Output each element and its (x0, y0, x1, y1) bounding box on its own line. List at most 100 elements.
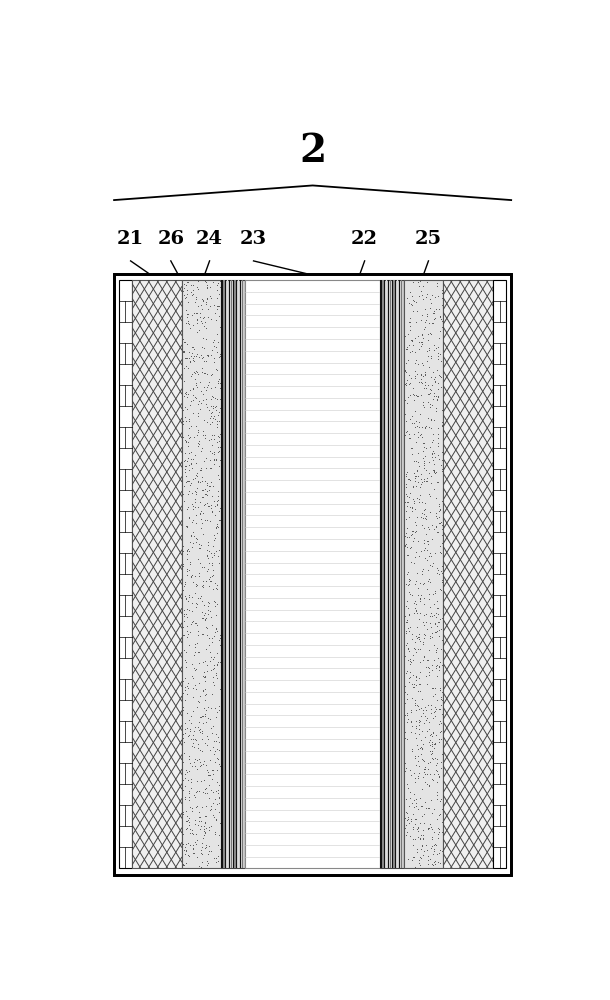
Point (198, 835, 207, 851)
Point (423, 332, 432, 348)
Point (212, 854, 221, 870)
Point (196, 773, 206, 789)
Point (207, 290, 217, 306)
Point (420, 510, 429, 526)
Point (433, 766, 443, 782)
Point (417, 850, 426, 866)
Point (178, 836, 187, 852)
Point (428, 680, 437, 696)
Point (200, 681, 210, 697)
Point (192, 798, 202, 814)
Point (200, 669, 210, 685)
Point (414, 765, 423, 781)
Point (422, 289, 431, 305)
Point (419, 590, 429, 606)
Point (182, 678, 192, 694)
Point (194, 751, 204, 767)
Point (202, 542, 212, 558)
Point (190, 294, 200, 310)
Point (186, 616, 196, 632)
Point (437, 527, 447, 543)
Point (430, 310, 440, 326)
Bar (231, 280, 232, 868)
Point (418, 636, 428, 652)
Point (193, 396, 203, 412)
Point (203, 627, 212, 643)
Point (207, 725, 217, 741)
Point (179, 608, 189, 624)
Point (423, 659, 433, 675)
Point (209, 649, 219, 665)
Point (191, 377, 201, 393)
Point (203, 602, 213, 618)
Point (203, 377, 213, 393)
Point (429, 607, 439, 623)
Point (181, 289, 191, 305)
Point (411, 798, 421, 814)
Point (423, 473, 432, 489)
Point (195, 724, 205, 740)
Point (418, 634, 428, 650)
Point (205, 767, 215, 783)
Point (183, 306, 193, 322)
Point (408, 479, 418, 495)
Text: 25: 25 (415, 230, 442, 248)
Point (196, 347, 206, 363)
Point (210, 754, 220, 770)
Point (192, 289, 201, 305)
Point (190, 751, 200, 767)
Point (399, 732, 409, 748)
Point (192, 617, 202, 633)
Point (407, 500, 417, 516)
Point (415, 479, 425, 495)
Point (436, 723, 445, 739)
Point (410, 363, 420, 379)
Point (400, 378, 409, 394)
Point (214, 492, 223, 508)
Point (213, 837, 223, 853)
Point (402, 731, 412, 747)
Point (202, 728, 212, 744)
Point (413, 819, 423, 835)
Bar (240, 280, 241, 868)
Point (184, 316, 194, 332)
Point (418, 827, 428, 843)
Point (417, 419, 427, 435)
Point (421, 301, 431, 317)
Point (404, 376, 414, 392)
Point (419, 648, 429, 664)
Point (215, 512, 225, 528)
Point (215, 630, 225, 646)
Point (415, 827, 425, 843)
Point (426, 411, 436, 427)
Point (204, 569, 214, 585)
Point (424, 359, 434, 375)
Point (401, 476, 411, 492)
Point (400, 648, 410, 664)
Point (418, 330, 428, 346)
Point (400, 700, 409, 716)
Point (184, 751, 194, 767)
Point (181, 855, 190, 871)
Point (201, 274, 211, 290)
Point (417, 429, 427, 445)
Point (415, 857, 425, 873)
Point (181, 846, 190, 862)
Point (425, 628, 435, 644)
Point (203, 498, 213, 514)
Point (434, 734, 443, 750)
Point (214, 458, 224, 474)
Point (427, 397, 437, 413)
Point (409, 792, 418, 808)
Point (203, 764, 212, 780)
Point (178, 527, 187, 543)
Point (216, 468, 226, 484)
Point (207, 630, 217, 646)
Point (422, 766, 432, 782)
Point (425, 591, 434, 607)
Point (419, 575, 429, 591)
Point (432, 774, 442, 790)
Point (408, 679, 418, 695)
Point (215, 815, 224, 831)
Point (184, 543, 193, 559)
